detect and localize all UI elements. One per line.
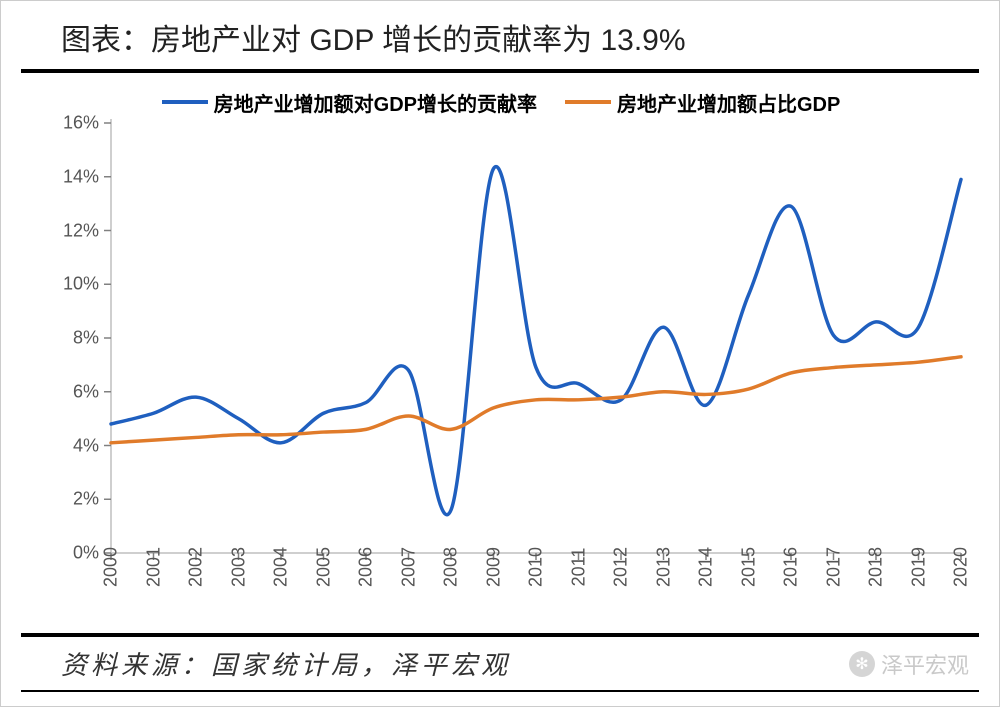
xtick-label: 2006 [356, 547, 377, 587]
xtick-label: 2003 [228, 547, 249, 587]
watermark: ✻ 泽平宏观 [849, 648, 969, 680]
xtick-label: 2010 [526, 547, 547, 587]
source-label: 资料来源：国家统计局，泽平宏观 [21, 637, 979, 682]
xtick-label: 2000 [101, 547, 122, 587]
xtick-label: 2007 [398, 547, 419, 587]
chart-area: 房地产业增加额对GDP增长的贡献率 房地产业增加额占比GDP 0% 2% 4% 6% 8%… [21, 73, 981, 633]
legend-label: 房地产业增加额对GDP增长的贡献率 [214, 88, 537, 117]
xtick-label: 2009 [483, 547, 504, 587]
ytick-label: 10% [49, 274, 99, 295]
legend-label: 房地产业增加额占比GDP [617, 88, 840, 117]
watermark-text: 泽平宏观 [881, 648, 969, 680]
chart-title: 图表：房地产业对 GDP 增长的贡献率为 13.9% [21, 11, 979, 69]
figure-container: 图表：房地产业对 GDP 增长的贡献率为 13.9% 房地产业增加额对GDP增长… [0, 0, 1000, 707]
divider-bottom-2 [21, 690, 979, 692]
wechat-icon: ✻ [849, 651, 875, 677]
xtick-label: 2018 [866, 547, 887, 587]
xtick-label: 2004 [271, 547, 292, 587]
xtick-label: 2016 [781, 547, 802, 587]
legend-item: 房地产业增加额占比GDP [565, 88, 840, 117]
ytick-label: 16% [49, 113, 99, 134]
ytick-label: 0% [49, 543, 99, 564]
legend-swatch [565, 100, 611, 104]
xtick-label: 2020 [951, 547, 972, 587]
ytick-label: 8% [49, 328, 99, 349]
xtick-label: 2001 [143, 547, 164, 587]
xtick-label: 2017 [823, 547, 844, 587]
ytick-label: 2% [49, 489, 99, 510]
xtick-label: 2013 [653, 547, 674, 587]
legend-swatch [162, 100, 208, 104]
xtick-label: 2011 [568, 548, 589, 587]
ytick-label: 6% [49, 381, 99, 402]
ytick-label: 12% [49, 220, 99, 241]
xtick-label: 2015 [738, 547, 759, 587]
xtick-label: 2014 [696, 547, 717, 587]
xtick-label: 2019 [908, 547, 929, 587]
xtick-label: 2012 [611, 547, 632, 587]
legend-item: 房地产业增加额对GDP增长的贡献率 [162, 88, 537, 117]
legend: 房地产业增加额对GDP增长的贡献率 房地产业增加额占比GDP [21, 87, 981, 117]
xtick-label: 2002 [186, 547, 207, 587]
ytick-label: 14% [49, 166, 99, 187]
xtick-label: 2005 [313, 547, 334, 587]
xtick-label: 2008 [441, 547, 462, 587]
ytick-label: 4% [49, 435, 99, 456]
